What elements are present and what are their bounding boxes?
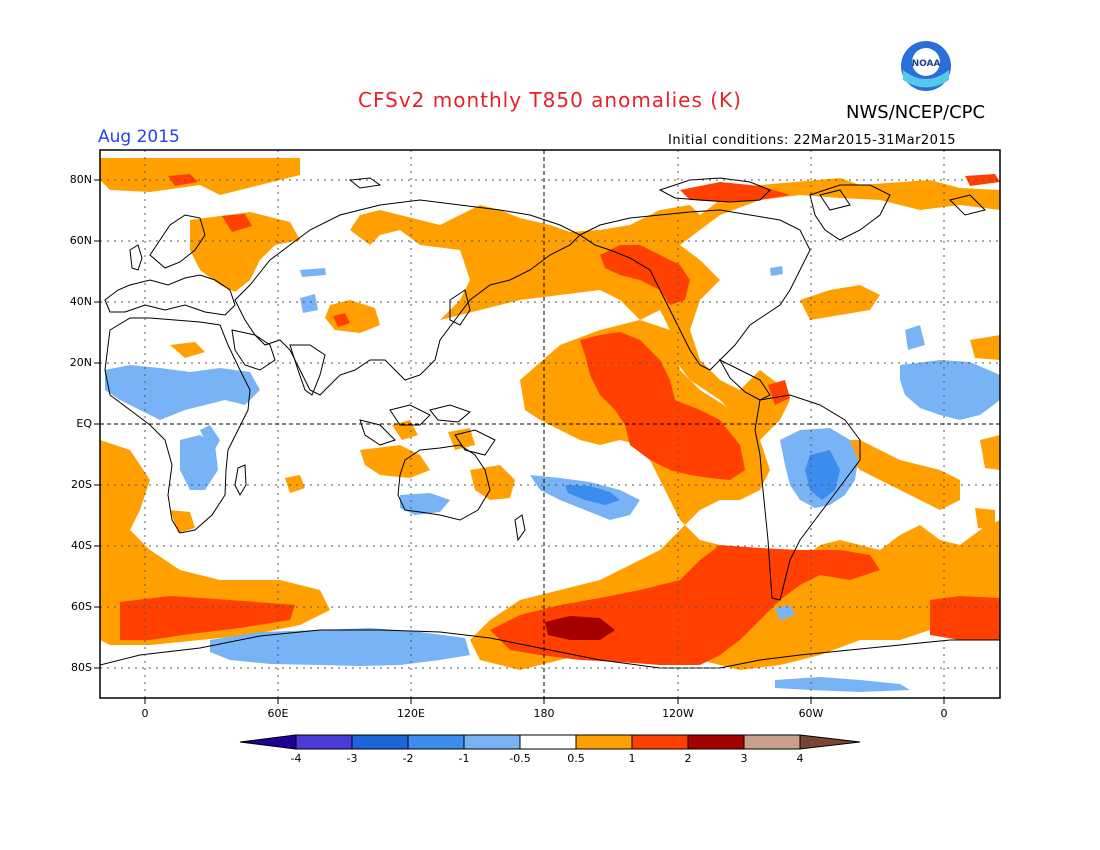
colorbar-arrow-right bbox=[799, 734, 861, 750]
lon-label: 180 bbox=[533, 707, 555, 720]
valid-month: Aug 2015 bbox=[98, 127, 180, 147]
lon-label: 60E bbox=[267, 707, 289, 720]
lon-label: 120E bbox=[397, 707, 425, 720]
lat-label: EQ bbox=[76, 417, 92, 430]
lat-label: 20N bbox=[69, 356, 92, 369]
lon-label: 0 bbox=[940, 707, 948, 720]
coastlines bbox=[100, 177, 1000, 669]
colorbar-label: -1 bbox=[458, 752, 470, 765]
anomaly-band-neg2-neg1 bbox=[565, 450, 840, 505]
anomaly-band-2-3 bbox=[545, 616, 615, 640]
lon-label: 120W bbox=[662, 707, 694, 720]
agency-label: NWS/NCEP/CPC bbox=[846, 102, 986, 123]
initial-conditions: Initial conditions: 22Mar2015-31Mar2015 bbox=[668, 133, 956, 148]
lat-label: 40N bbox=[69, 295, 92, 308]
map-grid bbox=[100, 150, 1000, 698]
lat-label: 20S bbox=[71, 478, 92, 491]
colorbar-label: 4 bbox=[796, 752, 804, 765]
colorbar-label: 3 bbox=[740, 752, 748, 765]
colorbar-label: 2 bbox=[684, 752, 692, 765]
colorbar-label: 1 bbox=[628, 752, 636, 765]
colorbar bbox=[239, 734, 861, 750]
colorbar-label: 0.5 bbox=[567, 752, 585, 765]
lat-label: 60N bbox=[69, 234, 92, 247]
lat-label: 60S bbox=[71, 600, 92, 613]
noaa-logo: NOAA bbox=[901, 41, 951, 91]
colorbar-arrow-left bbox=[239, 734, 297, 750]
colorbar-label: -2 bbox=[402, 752, 414, 765]
lon-label: 0 bbox=[141, 707, 149, 720]
lat-label: 80S bbox=[71, 661, 92, 674]
chart-title: CFSv2 monthly T850 anomalies (K) bbox=[358, 88, 742, 112]
colorbar-label: -0.5 bbox=[509, 752, 531, 765]
lat-label: 40S bbox=[71, 539, 92, 552]
colorbar-label: -4 bbox=[290, 752, 302, 765]
lon-label: 60W bbox=[798, 707, 824, 720]
lat-label: 80N bbox=[69, 173, 92, 186]
svg-text:NOAA: NOAA bbox=[912, 59, 941, 69]
colorbar-label: -3 bbox=[346, 752, 358, 765]
axis-ticks bbox=[94, 179, 945, 704]
anomaly-band-neg1-neg05 bbox=[105, 266, 1000, 692]
equator-dateline bbox=[100, 150, 1000, 698]
